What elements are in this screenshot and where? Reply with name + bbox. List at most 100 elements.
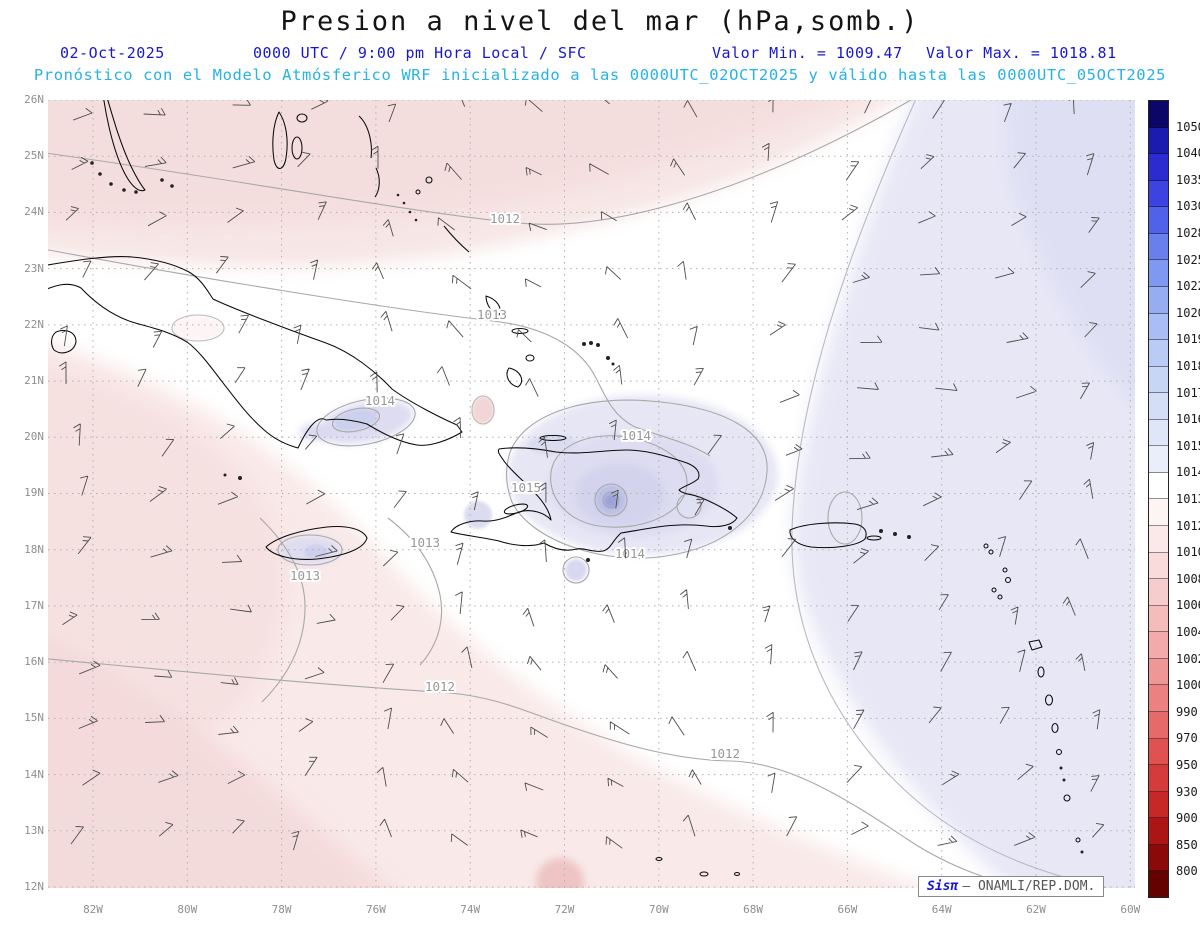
isobar-value-label: 1013	[410, 535, 440, 550]
lon-tick-label: 64W	[931, 903, 952, 916]
isobar-value-label: 1012	[425, 679, 455, 694]
max-value-label: Valor Max. = 1018.81	[926, 44, 1117, 62]
colorbar-tick-label: 970	[1176, 731, 1198, 746]
crooked-acklins	[485, 295, 501, 316]
run-date: 02-Oct-2025	[60, 44, 165, 62]
puerto-rico-coastline	[789, 522, 867, 549]
isobar-value-label: 1014	[365, 393, 395, 408]
colorbar-segment	[1149, 738, 1168, 766]
colorbar-segment	[1149, 313, 1168, 341]
colorbar-segment	[1149, 818, 1168, 845]
colorbar-segment	[1149, 685, 1168, 712]
great-inagua	[506, 367, 523, 388]
colorbar-tick-label: 1008	[1176, 571, 1200, 586]
subtitle-row: 02-Oct-2025 0000 UTC / 9:00 pm Hora Loca…	[0, 44, 1200, 64]
lat-tick-label: 22N	[24, 317, 44, 331]
colorbar-tick-label: 1006	[1176, 598, 1200, 613]
colorbar-tick-label: 1050	[1176, 119, 1200, 134]
colorbar-tick-label: 1025	[1176, 252, 1200, 267]
colorbar-tick-label: 900	[1176, 811, 1198, 826]
colorbar-segment	[1149, 499, 1168, 526]
isobar-value-label: 1012	[710, 746, 740, 761]
colorbar-segment	[1149, 207, 1168, 234]
eleuthera	[358, 115, 372, 159]
colorbar-tick-label: 1014	[1176, 465, 1200, 480]
colorbar-tick-label: 1015	[1176, 438, 1200, 453]
virgin-islands	[879, 529, 911, 539]
lon-tick-label: 82W	[83, 903, 103, 916]
hispaniola-coastline	[450, 447, 738, 552]
colorbar-tick-label: 950	[1176, 758, 1198, 772]
pressure-shading-layer	[8, 60, 1178, 927]
colorbar-segment	[1149, 127, 1168, 155]
lat-tick-label: 24N	[24, 205, 44, 219]
colorbar-tick-label: 1022	[1176, 279, 1200, 294]
lat-tick-label: 25N	[24, 149, 44, 163]
colorbar-segment	[1149, 180, 1168, 208]
colorbar-tick-label: 1028	[1176, 226, 1200, 240]
colorbar-tick-label: 1000	[1176, 678, 1200, 693]
isobar-value-label: 1014	[615, 546, 645, 561]
colorbar-tick-label: 990	[1176, 704, 1198, 719]
lat-tick-label: 23N	[24, 261, 44, 275]
colorbar-tick-label: 1002	[1176, 651, 1200, 666]
colorbar-tick-label: 1010	[1176, 545, 1200, 560]
lat-tick-label: 17N	[24, 598, 44, 612]
gonave-island	[503, 503, 529, 515]
lat-tick-label: 13N	[24, 823, 44, 837]
colorbar-segment	[1149, 419, 1168, 447]
cuba-coastline	[41, 256, 463, 449]
colorbar-segment	[1149, 366, 1168, 394]
colorbar-segment	[1149, 233, 1168, 261]
colorbar-tick-label: 930	[1176, 784, 1198, 799]
cayman-islands	[223, 473, 242, 480]
colorbar-segment	[1149, 154, 1168, 181]
lon-tick-label: 60W	[1120, 903, 1141, 916]
wind-barb-layer	[59, 86, 1105, 851]
cat-island	[374, 167, 380, 198]
florida-tip	[102, 93, 146, 192]
florida-keys	[90, 161, 174, 194]
lat-tick-label: 18N	[24, 542, 44, 556]
isobar-value-label: 1015	[511, 480, 541, 495]
page-title: Presion a nivel del mar (hPa,somb.)	[280, 6, 920, 37]
turks-caicos	[582, 341, 615, 366]
lat-tick-label: 19N	[24, 486, 44, 500]
colorbar-segment	[1149, 844, 1168, 872]
watermark: Sisπ – ONAMLI/REP.DOM.	[918, 876, 1105, 897]
watermark-brand: Sisπ	[927, 879, 959, 894]
lon-tick-label: 72W	[554, 903, 575, 916]
colorbar-tick-label: 1030	[1176, 199, 1200, 214]
lon-tick-label: 76W	[365, 903, 386, 916]
colorbar-tick-label: 800	[1176, 864, 1198, 879]
lon-tick-label: 78W	[271, 903, 292, 916]
colorbar-tick-label: 1013	[1176, 492, 1200, 506]
min-value-label: Valor Min. = 1009.47	[712, 44, 903, 62]
lat-tick-label: 12N	[24, 879, 44, 893]
map-canvas: 1012 1013 1014 1014 1015 1013 1014 1013 1012 1012	[8, 60, 1178, 927]
tortue-island	[539, 434, 567, 442]
valid-time: 0000 UTC / 9:00 pm Hora Local / SFC	[253, 44, 587, 62]
lon-tick-label: 80W	[177, 903, 198, 916]
colorbar-segment	[1149, 791, 1168, 819]
isobar-label-layer: 1012 1013 1014 1014 1015 1013 1014 1013 1012 1012	[288, 209, 742, 763]
lon-tick-label: 68W	[743, 903, 764, 916]
abc-islands	[655, 856, 741, 877]
lon-tick-label: 62W	[1026, 903, 1046, 916]
beata	[586, 558, 590, 562]
colorbar-segment	[1149, 526, 1168, 553]
colorbar-segment	[1149, 605, 1168, 633]
andros-island	[272, 111, 288, 169]
colorbar-tick-label: 1019	[1176, 332, 1200, 347]
isobar-value-label: 1013	[290, 568, 320, 583]
colorbar-segment	[1149, 472, 1168, 500]
colorbar-segment	[1149, 711, 1168, 739]
colorbar-segment	[1149, 871, 1168, 897]
colorbar-segment	[1149, 393, 1168, 420]
colorbar-tick-label: 1017	[1176, 385, 1200, 400]
isobar-layer	[37, 89, 1139, 896]
map-plot: 1012 1013 1014 1014 1015 1013 1014 1013 1012 1012…	[8, 60, 1178, 927]
pressure-colorbar	[1148, 100, 1169, 898]
lat-tick-label: 20N	[24, 430, 44, 444]
